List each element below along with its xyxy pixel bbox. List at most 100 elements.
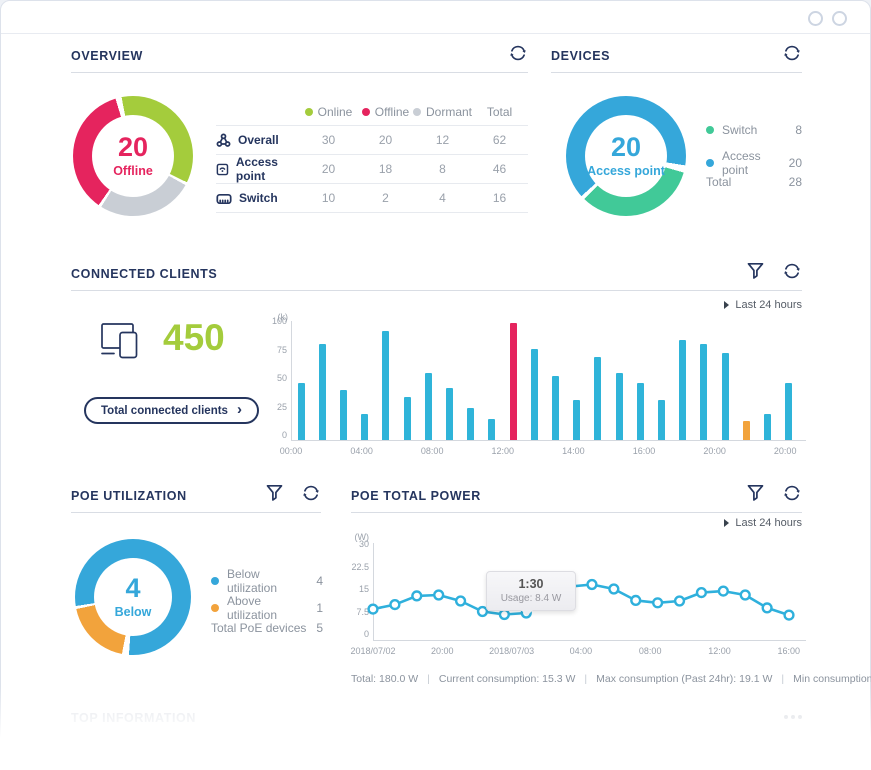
data-point [695, 586, 708, 599]
power-stat: Min consumption (Past 24hr): 1.3 W [772, 673, 871, 685]
refresh-icon[interactable] [301, 483, 321, 503]
legend-item-below: Below utilization 4 [211, 567, 323, 595]
bar [530, 349, 538, 440]
poe-total-power-title: POE TOTAL POWER [351, 489, 481, 503]
bar [679, 340, 687, 440]
data-point [608, 583, 620, 595]
data-point [739, 589, 751, 601]
refresh-icon[interactable] [782, 483, 802, 503]
bar [700, 344, 708, 440]
poe-donut-chart: 4 Below [75, 539, 191, 655]
chart-tooltip: 1:30 Usage: 8.4 W [486, 571, 576, 616]
bar-chart-x-axis: 00:00 04:00 08:00 12:00 14:00 16:00 20:00 20:00 [279, 446, 797, 456]
overview-panel: OVERVIEW 20 Offline Online Offline Dorma… [71, 43, 528, 238]
y-axis-line [373, 543, 374, 640]
tooltip-time: 1:30 [518, 577, 544, 591]
dormant-dot-icon [413, 108, 421, 116]
data-point [367, 603, 379, 615]
y-axis-unit: (k) [277, 312, 289, 322]
bar [742, 421, 750, 440]
refresh-icon[interactable] [782, 261, 802, 281]
column-header: Total [486, 105, 513, 119]
refresh-icon[interactable] [782, 43, 802, 63]
total-connected-clients-button[interactable]: Total connected clients › [84, 397, 259, 424]
below-dot-icon [211, 577, 219, 585]
bar [382, 331, 390, 440]
power-stat: Total: 180.0 W [351, 673, 419, 685]
bar [318, 344, 326, 440]
legend-item-above: Above utilization 1 [211, 594, 323, 622]
data-point [630, 594, 642, 607]
devices-donut-label: Access point [587, 164, 665, 178]
total-clients-value: 450 [163, 317, 225, 358]
devices-donut-value: 20 [610, 132, 642, 162]
line-chart-x-axis: 2018/07/02 20:00 2018/07/03 04:00 08:00 12:00… [350, 646, 801, 656]
table-row: Overall 30 20 12 62 [216, 125, 528, 154]
filter-icon[interactable] [747, 262, 764, 280]
time-range-selector[interactable]: Last 24 hours [724, 299, 802, 311]
poe-utilization-panel: POE UTILIZATION 4 Below Below utilizatio… [71, 483, 323, 673]
poe-utilization-title: POE UTILIZATION [71, 489, 187, 503]
power-stats-row: Total: 180.0 WCurrent consumption: 15.3 … [351, 673, 871, 685]
chevron-right-icon: › [236, 401, 242, 418]
poe-donut-label: Below [114, 605, 152, 619]
data-point [454, 595, 467, 607]
bar [361, 414, 369, 440]
access-point-dot-icon [706, 159, 714, 167]
bar [657, 400, 665, 440]
data-point [761, 602, 773, 614]
refresh-icon[interactable] [508, 43, 528, 63]
window-control-icon[interactable] [832, 11, 847, 26]
filter-icon[interactable] [266, 484, 283, 502]
y-axis-unit: (W) [354, 532, 370, 542]
y-axis-line [291, 321, 292, 440]
devices-panel: DEVICES 20 Access point Switch 8 Access … [551, 43, 802, 238]
power-stat: Max consumption (Past 24hr): 19.1 W [575, 673, 772, 685]
legend-item-total-poe: Total PoE devices 5 [211, 621, 323, 635]
caret-right-icon [724, 301, 730, 309]
data-point [498, 608, 510, 621]
data-point [652, 597, 664, 609]
bar [721, 353, 729, 440]
data-point [673, 595, 686, 607]
switch-icon [216, 193, 232, 204]
bar [636, 383, 644, 440]
online-dot-icon [304, 108, 313, 116]
offline-dot-icon [361, 108, 370, 116]
clients-devices-icon [101, 323, 138, 359]
bar [297, 383, 305, 440]
poe-total-power-panel: POE TOTAL POWER Last 24 hours (W) 30 22.5… [350, 483, 871, 698]
more-options-icon[interactable] [784, 715, 802, 719]
bar [594, 357, 602, 440]
data-point [433, 589, 445, 601]
access-point-icon [216, 163, 229, 175]
data-point [411, 590, 423, 602]
overview-table: Online Offline Dormant Total Overall 30 … [216, 99, 528, 213]
cluster-icon [216, 133, 231, 147]
column-header: Online [317, 105, 353, 119]
legend-item-access-point: Access point 20 [706, 149, 802, 177]
power-stat: Current consumption: 15.3 W [418, 673, 575, 685]
window-control-icon[interactable] [808, 11, 823, 26]
bar [339, 390, 347, 440]
devices-donut-chart: 20 Access point [566, 96, 686, 216]
tooltip-usage: Usage: 8.4 W [500, 593, 562, 604]
column-header: Dormant [426, 105, 473, 119]
switch-dot-icon [706, 126, 714, 134]
window-titlebar [1, 1, 870, 34]
overview-donut-label: Offline [113, 164, 153, 178]
connected-clients-panel: CONNECTED CLIENTS Last 24 hours 450 Tota… [71, 261, 806, 461]
filter-icon[interactable] [747, 484, 764, 502]
data-point [717, 585, 729, 597]
bar [785, 383, 793, 440]
time-range-selector[interactable]: Last 24 hours [724, 517, 802, 529]
poe-donut-value: 4 [125, 573, 141, 603]
column-header: Offline [374, 105, 410, 119]
bar [445, 388, 453, 440]
x-axis-line [291, 440, 806, 441]
table-row: Switch 10 2 4 16 [216, 183, 528, 212]
bar [509, 323, 517, 440]
data-point [476, 605, 489, 618]
data-point [783, 609, 795, 621]
overview-title: OVERVIEW [71, 49, 143, 63]
